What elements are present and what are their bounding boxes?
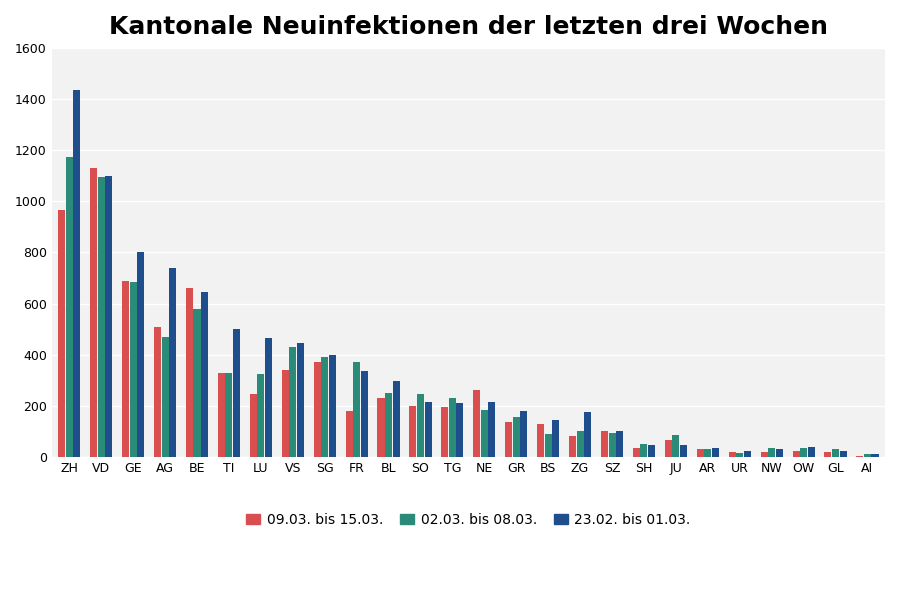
Bar (473, 391, 481, 457)
Bar (584, 412, 591, 457)
Bar (321, 357, 328, 457)
Bar (130, 282, 137, 457)
Bar (857, 455, 863, 457)
Bar (425, 402, 431, 457)
Bar (105, 176, 112, 457)
Bar (162, 337, 168, 457)
Bar (154, 326, 161, 457)
Bar (840, 451, 847, 457)
Bar (289, 347, 296, 457)
Bar (648, 445, 655, 457)
Bar (233, 329, 240, 457)
Bar (441, 407, 448, 457)
Bar (577, 431, 583, 457)
Bar (793, 451, 799, 457)
Bar (505, 422, 512, 457)
Bar (633, 448, 640, 457)
Bar (73, 90, 80, 457)
Bar (871, 454, 878, 457)
Title: Kantonale Neuinfektionen der letzten drei Wochen: Kantonale Neuinfektionen der letzten dre… (109, 15, 828, 39)
Bar (186, 288, 193, 457)
Bar (313, 362, 320, 457)
Bar (608, 433, 616, 457)
Bar (680, 445, 687, 457)
Bar (90, 168, 97, 457)
Legend: 09.03. bis 15.03., 02.03. bis 08.03., 23.02. bis 01.03.: 09.03. bis 15.03., 02.03. bis 08.03., 23… (242, 509, 695, 531)
Bar (297, 343, 304, 457)
Bar (520, 411, 527, 457)
Bar (98, 177, 104, 457)
Bar (361, 371, 368, 457)
Bar (800, 448, 807, 457)
Bar (328, 355, 336, 457)
Bar (697, 449, 704, 457)
Bar (712, 448, 719, 457)
Bar (122, 281, 129, 457)
Bar (346, 411, 353, 457)
Bar (456, 403, 464, 457)
Bar (201, 292, 208, 457)
Bar (736, 453, 743, 457)
Bar (544, 434, 552, 457)
Bar (832, 449, 839, 457)
Bar (743, 451, 751, 457)
Bar (729, 452, 735, 457)
Bar (513, 417, 520, 457)
Bar (864, 454, 871, 457)
Bar (410, 406, 417, 457)
Bar (824, 452, 832, 457)
Bar (672, 435, 680, 457)
Bar (776, 449, 783, 457)
Bar (705, 449, 711, 457)
Bar (218, 373, 225, 457)
Bar (807, 446, 815, 457)
Bar (481, 410, 488, 457)
Bar (392, 382, 400, 457)
Bar (250, 394, 256, 457)
Bar (417, 394, 424, 457)
Bar (282, 370, 289, 457)
Bar (225, 373, 232, 457)
Bar (665, 440, 671, 457)
Bar (449, 398, 456, 457)
Bar (169, 268, 176, 457)
Bar (760, 452, 768, 457)
Bar (353, 362, 360, 457)
Bar (265, 338, 272, 457)
Bar (601, 431, 608, 457)
Bar (194, 308, 201, 457)
Bar (641, 444, 647, 457)
Bar (537, 424, 544, 457)
Bar (616, 431, 623, 457)
Bar (377, 398, 384, 457)
Bar (58, 210, 66, 457)
Bar (385, 393, 392, 457)
Bar (553, 420, 559, 457)
Bar (66, 157, 73, 457)
Bar (769, 448, 775, 457)
Bar (137, 253, 144, 457)
Bar (489, 402, 495, 457)
Bar (569, 436, 576, 457)
Bar (257, 374, 265, 457)
